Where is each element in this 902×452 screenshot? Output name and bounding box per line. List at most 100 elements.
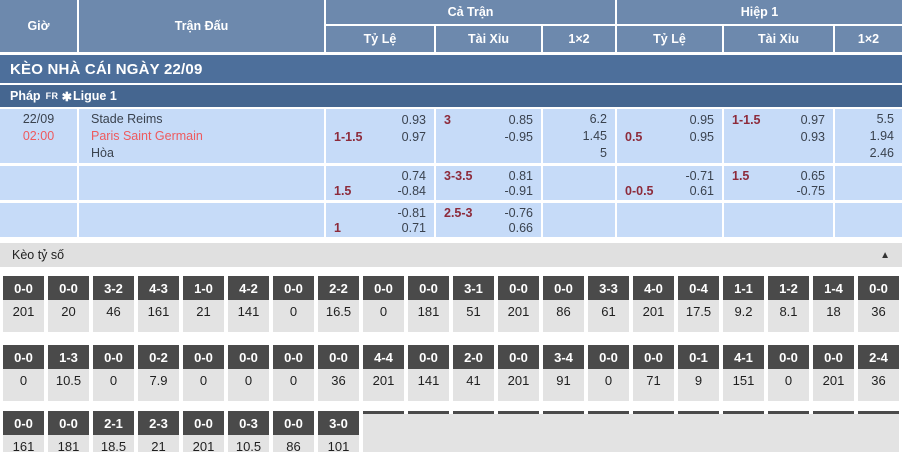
odds-h1-handicap-row2[interactable]: -0.71 0-0.5 0.61 bbox=[617, 166, 722, 200]
odds-ft-1x2-row2[interactable] bbox=[543, 166, 615, 200]
odds-h1-handicap-row3[interactable] bbox=[617, 203, 722, 237]
score-cell[interactable]: 0-0 0 bbox=[273, 345, 314, 401]
score-odds-value: 201 bbox=[498, 300, 539, 332]
odds-ft-overunder-row2[interactable]: 3-3.5 0.81 -0.91 bbox=[436, 166, 541, 200]
score-cell[interactable]: 0-0 141 bbox=[408, 345, 449, 401]
score-cell[interactable]: 0-0 36 bbox=[858, 276, 899, 332]
league-flag-icon: ✱ bbox=[61, 89, 73, 104]
score-odds-value: 201 bbox=[633, 300, 674, 332]
odds-value: 0.71 bbox=[401, 220, 426, 235]
odds-h1-overunder-row1[interactable]: 1-1.5 0.97 0.93 bbox=[724, 109, 833, 163]
odds-value: -0.95 bbox=[504, 129, 534, 144]
score-odds-value: 51 bbox=[453, 300, 494, 332]
score-cell[interactable]: 0-0 181 bbox=[408, 276, 449, 332]
score-label: 4-1 bbox=[723, 345, 764, 369]
score-odds-value: 101 bbox=[318, 435, 359, 452]
score-cell[interactable]: 0-0 0 bbox=[768, 345, 809, 401]
score-cell[interactable]: 2-1 18.5 bbox=[93, 411, 134, 452]
score-section-header[interactable]: Kèo tỷ số ▲ bbox=[0, 243, 902, 267]
score-cell[interactable]: 3-0 101 bbox=[318, 411, 359, 452]
odds-ft-handicap-row2[interactable]: 0.74 1.5 -0.84 bbox=[326, 166, 434, 200]
score-cell[interactable]: 0-0 201 bbox=[498, 345, 539, 401]
score-cell[interactable]: 4-0 201 bbox=[633, 276, 674, 332]
score-cell[interactable]: 0-0 201 bbox=[498, 276, 539, 332]
section-title: KÈO NHÀ CÁI NGÀY 22/09 bbox=[10, 60, 203, 78]
odds-ft-overunder-row3[interactable]: 2.5-3 -0.76 0.66 bbox=[436, 203, 541, 237]
league-name: Ligue 1 bbox=[73, 89, 117, 103]
odds-table: 22/09 02:00 Stade Reims Paris Saint Germ… bbox=[0, 109, 902, 237]
header-time-col: Giờ bbox=[0, 0, 77, 52]
odds-value: 1.45 bbox=[582, 129, 607, 143]
score-cell[interactable]: 3-3 61 bbox=[588, 276, 629, 332]
empty-match-cell bbox=[79, 203, 324, 237]
score-label: 3-0 bbox=[318, 411, 359, 435]
odds-ft-overunder-row1[interactable]: 3 0.85 -0.95 bbox=[436, 109, 541, 163]
score-label: 4-4 bbox=[363, 345, 404, 369]
odds-ft-handicap-row1[interactable]: 0.93 1-1.5 0.97 bbox=[326, 109, 434, 163]
odds-h1-overunder-row3[interactable] bbox=[724, 203, 833, 237]
handicap-label: 0.5 bbox=[625, 129, 643, 144]
score-cell[interactable]: 0-0 201 bbox=[3, 276, 44, 332]
score-cell[interactable]: 2-3 21 bbox=[138, 411, 179, 452]
score-cell[interactable]: 0-0 36 bbox=[318, 345, 359, 401]
score-cell[interactable]: 4-2 141 bbox=[228, 276, 269, 332]
odds-ft-1x2-row1[interactable]: 6.2 1.45 5 bbox=[543, 109, 615, 163]
league-bar[interactable]: Pháp FR ✱ Ligue 1 bbox=[0, 85, 902, 107]
score-cell[interactable]: 0-0 201 bbox=[813, 345, 854, 401]
score-label: 1-0 bbox=[183, 276, 224, 300]
match-teams-cell[interactable]: Stade Reims Paris Saint Germain Hòa bbox=[79, 109, 324, 163]
score-cell[interactable]: 0-0 161 bbox=[3, 411, 44, 452]
score-cell[interactable]: 0-0 0 bbox=[3, 345, 44, 401]
odds-h1-1x2-row2[interactable] bbox=[835, 166, 902, 200]
score-label: 0-0 bbox=[498, 345, 539, 369]
match-kickoff-time: 02:00 bbox=[22, 129, 55, 143]
odds-h1-1x2-row3[interactable] bbox=[835, 203, 902, 237]
odds-h1-overunder-row2[interactable]: 1.5 0.65 -0.75 bbox=[724, 166, 833, 200]
score-cell[interactable]: 3-2 46 bbox=[93, 276, 134, 332]
score-cell[interactable]: 3-1 51 bbox=[453, 276, 494, 332]
odds-value: 5.5 bbox=[876, 112, 894, 127]
score-cell[interactable]: 0-2 7.9 bbox=[138, 345, 179, 401]
odds-h1-1x2-row1[interactable]: 5.5 1.94 2.46 bbox=[835, 109, 902, 163]
collapse-arrow-icon[interactable]: ▲ bbox=[880, 249, 890, 261]
odds-value: 0.97 bbox=[800, 112, 825, 127]
score-cell[interactable]: 0-0 201 bbox=[183, 411, 224, 452]
score-odds-value: 20 bbox=[48, 300, 89, 332]
score-cell[interactable]: 2-4 36 bbox=[858, 345, 899, 401]
score-cell[interactable]: 0-0 0 bbox=[273, 276, 314, 332]
score-odds-value: 16.5 bbox=[318, 300, 359, 332]
score-cell[interactable]: 2-2 16.5 bbox=[318, 276, 359, 332]
home-team: Stade Reims bbox=[91, 112, 163, 126]
score-cell[interactable]: 0-3 10.5 bbox=[228, 411, 269, 452]
odds-ft-1x2-row3[interactable] bbox=[543, 203, 615, 237]
score-cell[interactable]: 0-0 0 bbox=[183, 345, 224, 401]
handicap-label: 1-1.5 bbox=[732, 112, 761, 127]
score-cell[interactable]: 0-0 0 bbox=[588, 345, 629, 401]
score-odds-value: 17.5 bbox=[678, 300, 719, 332]
score-cell[interactable]: 0-0 71 bbox=[633, 345, 674, 401]
score-cell[interactable]: 4-1 151 bbox=[723, 345, 764, 401]
score-cell[interactable]: 1-1 9.2 bbox=[723, 276, 764, 332]
score-cell[interactable]: 0-0 86 bbox=[273, 411, 314, 452]
score-cell[interactable]: 1-4 18 bbox=[813, 276, 854, 332]
score-cell[interactable]: 0-0 0 bbox=[228, 345, 269, 401]
score-cell[interactable]: 0-0 20 bbox=[48, 276, 89, 332]
score-odds-value: 0 bbox=[183, 369, 224, 401]
score-cell[interactable]: 3-4 91 bbox=[543, 345, 584, 401]
odds-ft-handicap-row3[interactable]: -0.81 1 0.71 bbox=[326, 203, 434, 237]
away-team: Paris Saint Germain bbox=[91, 129, 203, 143]
score-cell[interactable]: 1-2 8.1 bbox=[768, 276, 809, 332]
score-cell[interactable]: 2-0 41 bbox=[453, 345, 494, 401]
score-cell[interactable]: 1-3 10.5 bbox=[48, 345, 89, 401]
score-cell[interactable]: 0-0 181 bbox=[48, 411, 89, 452]
score-cell[interactable]: 0-0 86 bbox=[543, 276, 584, 332]
score-cell[interactable]: 0-4 17.5 bbox=[678, 276, 719, 332]
score-cell[interactable]: 0-1 9 bbox=[678, 345, 719, 401]
odds-h1-handicap-row1[interactable]: 0.95 0.5 0.95 bbox=[617, 109, 722, 163]
score-cell[interactable]: 4-4 201 bbox=[363, 345, 404, 401]
score-cell[interactable]: 1-0 21 bbox=[183, 276, 224, 332]
score-cell[interactable]: 0-0 0 bbox=[363, 276, 404, 332]
score-cell[interactable]: 0-0 0 bbox=[93, 345, 134, 401]
score-cell[interactable]: 4-3 161 bbox=[138, 276, 179, 332]
score-odds-value: 9 bbox=[678, 369, 719, 401]
